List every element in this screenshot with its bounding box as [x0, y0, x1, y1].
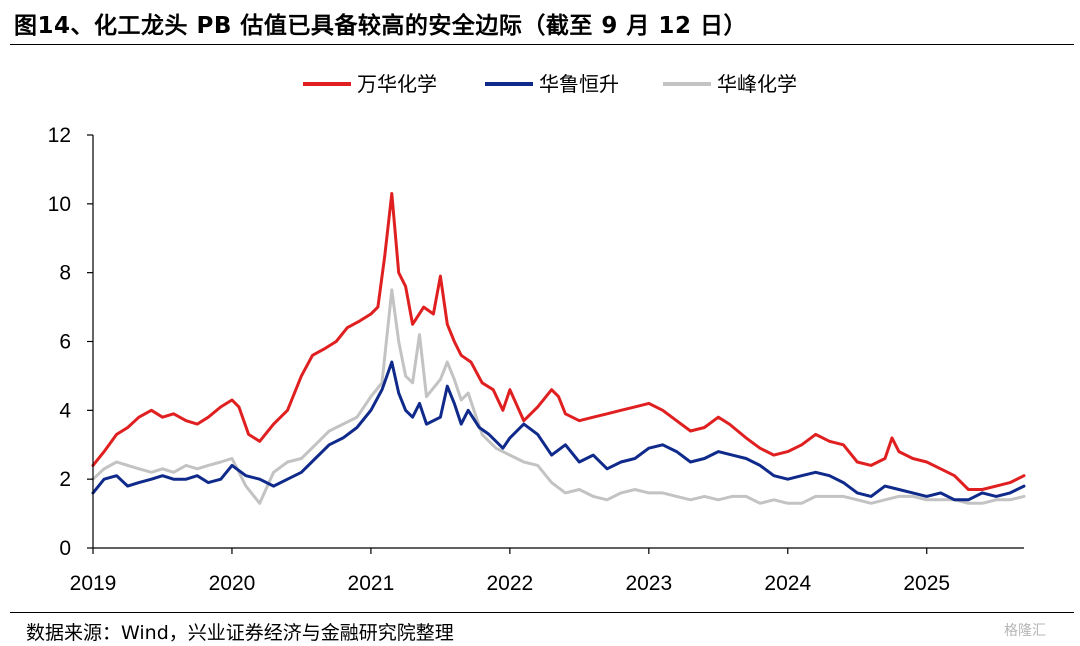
- legend-label-2: 华峰化学: [717, 72, 797, 96]
- y-tick-label: 4: [59, 399, 71, 422]
- figure-title: 图14、化工龙头 PB 估值已具备较高的安全边际（截至 9 月 12 日）: [14, 13, 747, 39]
- legend-label-0: 万华化学: [357, 72, 437, 96]
- series-layer: [91, 192, 1026, 505]
- data-source-note: 数据来源：Wind，兴业证券经济与金融研究院整理: [26, 622, 454, 644]
- watermark-logo: 格隆汇: [1004, 623, 1046, 639]
- y-tick-label: 12: [48, 124, 71, 147]
- x-tick-label: 2022: [487, 572, 534, 595]
- chart-legend: 万华化学 华鲁恒升 华峰化学: [303, 72, 797, 96]
- series-line-1: [91, 360, 1026, 502]
- y-tick-label: 2: [59, 468, 71, 491]
- y-tick-label: 0: [59, 537, 71, 560]
- legend-label-1: 华鲁恒升: [539, 72, 619, 96]
- title-divider: [10, 44, 1074, 45]
- footer-divider: [10, 612, 1074, 613]
- y-tick-label: 10: [48, 193, 71, 216]
- x-tick-label: 2019: [70, 572, 117, 595]
- x-tick-label: 2025: [903, 572, 950, 595]
- x-tick-label: 2024: [764, 572, 811, 595]
- axes-layer: 0 2 4 6 8 10 12 2019 2020 2021 2022 2023 2024 2025: [48, 124, 1024, 595]
- x-tick-label: 2021: [348, 572, 395, 595]
- x-tick-label: 2020: [209, 572, 256, 595]
- y-tick-label: 6: [59, 331, 71, 354]
- y-tick-label: 8: [59, 262, 71, 285]
- series-line-0: [91, 192, 1026, 491]
- x-tick-label: 2023: [625, 572, 672, 595]
